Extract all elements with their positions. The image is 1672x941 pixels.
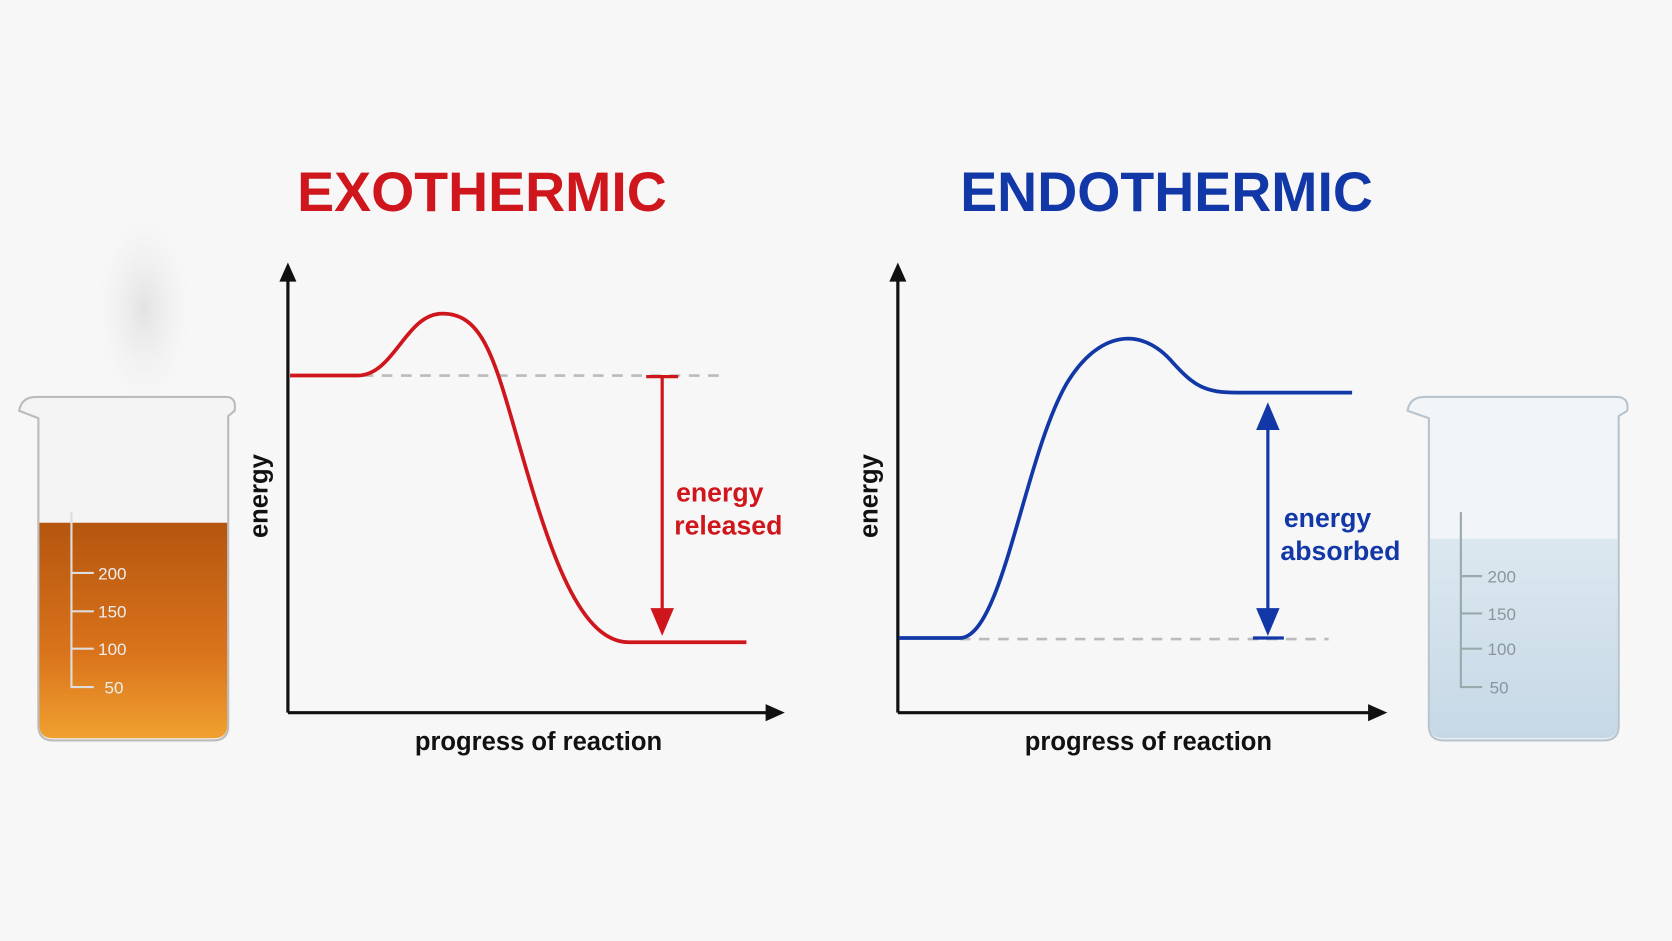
axes bbox=[286, 275, 774, 715]
annotation: absorbed bbox=[1280, 536, 1400, 566]
beaker-mark: 150 bbox=[1488, 605, 1516, 624]
beaker-mark: 50 bbox=[105, 678, 124, 697]
axes bbox=[896, 275, 1376, 715]
panel-title: ENDOTHERMIC bbox=[960, 161, 1373, 223]
y-axis-label: energy bbox=[856, 453, 884, 538]
annotation: energy bbox=[1284, 503, 1372, 533]
cold-beaker: 200 150 100 50 bbox=[1406, 395, 1629, 742]
energy-curve bbox=[290, 311, 747, 645]
beaker-mark: 50 bbox=[1490, 678, 1509, 697]
beaker-mark: 200 bbox=[1488, 568, 1516, 587]
energy-arrow bbox=[646, 375, 679, 617]
arrowhead bbox=[1256, 402, 1280, 636]
beaker-mark: 100 bbox=[98, 640, 126, 659]
annotation: energy bbox=[676, 477, 764, 507]
energy-curve bbox=[898, 336, 1353, 640]
hot-beaker: 200 150 100 50 bbox=[18, 213, 236, 742]
beaker-mark: 200 bbox=[98, 564, 126, 583]
annotation: released bbox=[674, 511, 782, 541]
panel-title: EXOTHERMIC bbox=[297, 161, 667, 223]
beaker-mark: 150 bbox=[98, 603, 126, 622]
energy-arrow bbox=[1252, 421, 1284, 640]
y-axis-label: energy bbox=[246, 453, 274, 538]
x-axis-label: progress of reaction bbox=[415, 728, 662, 756]
beaker-mark: 100 bbox=[1488, 640, 1516, 659]
arrowhead bbox=[650, 608, 674, 636]
x-axis-label: progress of reaction bbox=[1025, 728, 1272, 756]
